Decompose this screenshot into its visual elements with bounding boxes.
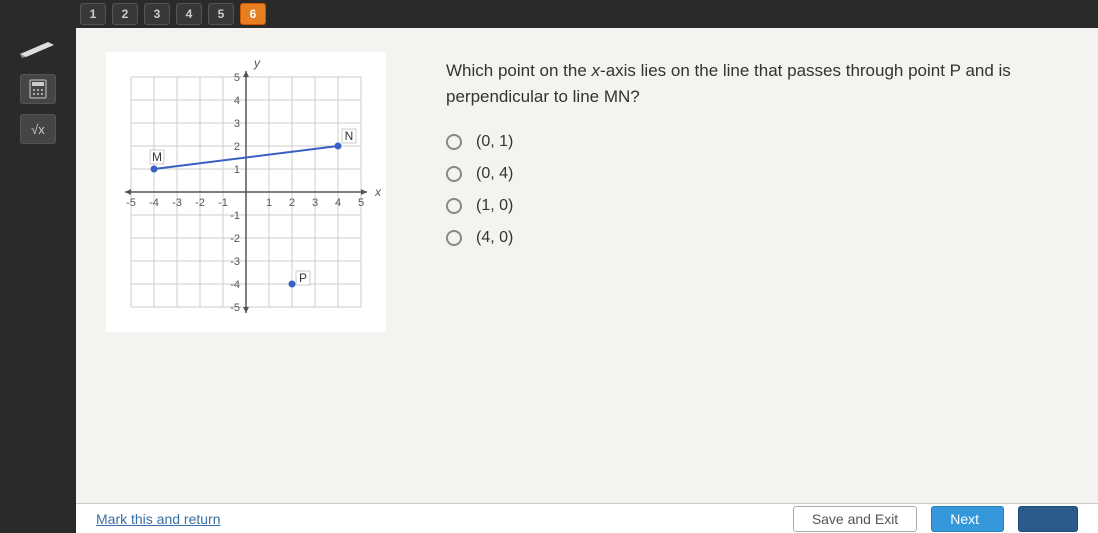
sqrt-tool[interactable]: √x [20,114,56,144]
svg-text:3: 3 [312,197,318,209]
tool-sidebar: √x [0,28,76,533]
svg-text:5: 5 [358,197,364,209]
question-text-part: Which point on the [446,61,592,80]
page-number-2[interactable]: 2 [112,3,138,25]
question-text: Which point on the x-axis lies on the li… [446,58,1058,109]
answer-label: (4, 0) [476,229,513,247]
coordinate-graph: -5-4-3-2-112345-5-4-3-2-112345xyMNP [106,52,386,332]
answer-option-2[interactable]: (1, 0) [446,197,1058,215]
svg-text:N: N [345,129,354,143]
svg-text:-3: -3 [230,256,240,268]
page-number-3[interactable]: 3 [144,3,170,25]
answer-label: (1, 0) [476,197,513,215]
radio-icon [446,166,462,182]
graph-container: -5-4-3-2-112345-5-4-3-2-112345xyMNP [106,52,386,503]
footer-buttons: Save and Exit Next [793,506,1078,532]
svg-text:-2: -2 [195,197,205,209]
svg-text:4: 4 [234,95,240,107]
svg-text:x: x [374,185,382,199]
svg-text:5: 5 [234,72,240,84]
answer-label: (0, 1) [476,133,513,151]
svg-text:-1: -1 [218,197,228,209]
svg-text:1: 1 [266,197,272,209]
svg-text:-3: -3 [172,197,182,209]
svg-text:P: P [299,271,307,285]
page-number-6[interactable]: 6 [240,3,266,25]
svg-text:M: M [152,150,162,164]
next-button[interactable]: Next [931,506,1004,532]
svg-text:-5: -5 [230,302,240,314]
calculator-icon [29,79,47,99]
svg-text:y: y [253,56,261,70]
question-text-italic: x [592,61,601,80]
svg-text:2: 2 [234,141,240,153]
question-area: Which point on the x-axis lies on the li… [446,52,1058,503]
sqrt-icon: √x [31,122,45,137]
submit-button[interactable] [1018,506,1078,532]
page-number-bar: 123456 [0,0,1098,28]
answer-option-1[interactable]: (0, 4) [446,165,1058,183]
radio-icon [446,230,462,246]
svg-text:-4: -4 [149,197,159,209]
save-exit-button[interactable]: Save and Exit [793,506,917,532]
svg-text:-1: -1 [230,210,240,222]
page-number-1[interactable]: 1 [80,3,106,25]
calculator-tool[interactable] [20,74,56,104]
answer-option-0[interactable]: (0, 1) [446,133,1058,151]
page-number-4[interactable]: 4 [176,3,202,25]
pencil-icon [18,40,58,58]
radio-icon [446,198,462,214]
content-area: -5-4-3-2-112345-5-4-3-2-112345xyMNP Whic… [76,28,1098,503]
svg-text:2: 2 [289,197,295,209]
answer-option-3[interactable]: (4, 0) [446,229,1058,247]
svg-text:-2: -2 [230,233,240,245]
answer-label: (0, 4) [476,165,513,183]
mark-return-link[interactable]: Mark this and return [96,511,221,527]
svg-text:-5: -5 [126,197,136,209]
answer-list: (0, 1) (0, 4) (1, 0) (4, 0) [446,133,1058,247]
svg-text:3: 3 [234,118,240,130]
svg-text:-4: -4 [230,279,240,291]
radio-icon [446,134,462,150]
svg-text:1: 1 [234,164,240,176]
footer-bar: Mark this and return Save and Exit Next [76,503,1098,533]
svg-text:4: 4 [335,197,341,209]
page-number-5[interactable]: 5 [208,3,234,25]
pencil-tool[interactable] [10,34,66,64]
